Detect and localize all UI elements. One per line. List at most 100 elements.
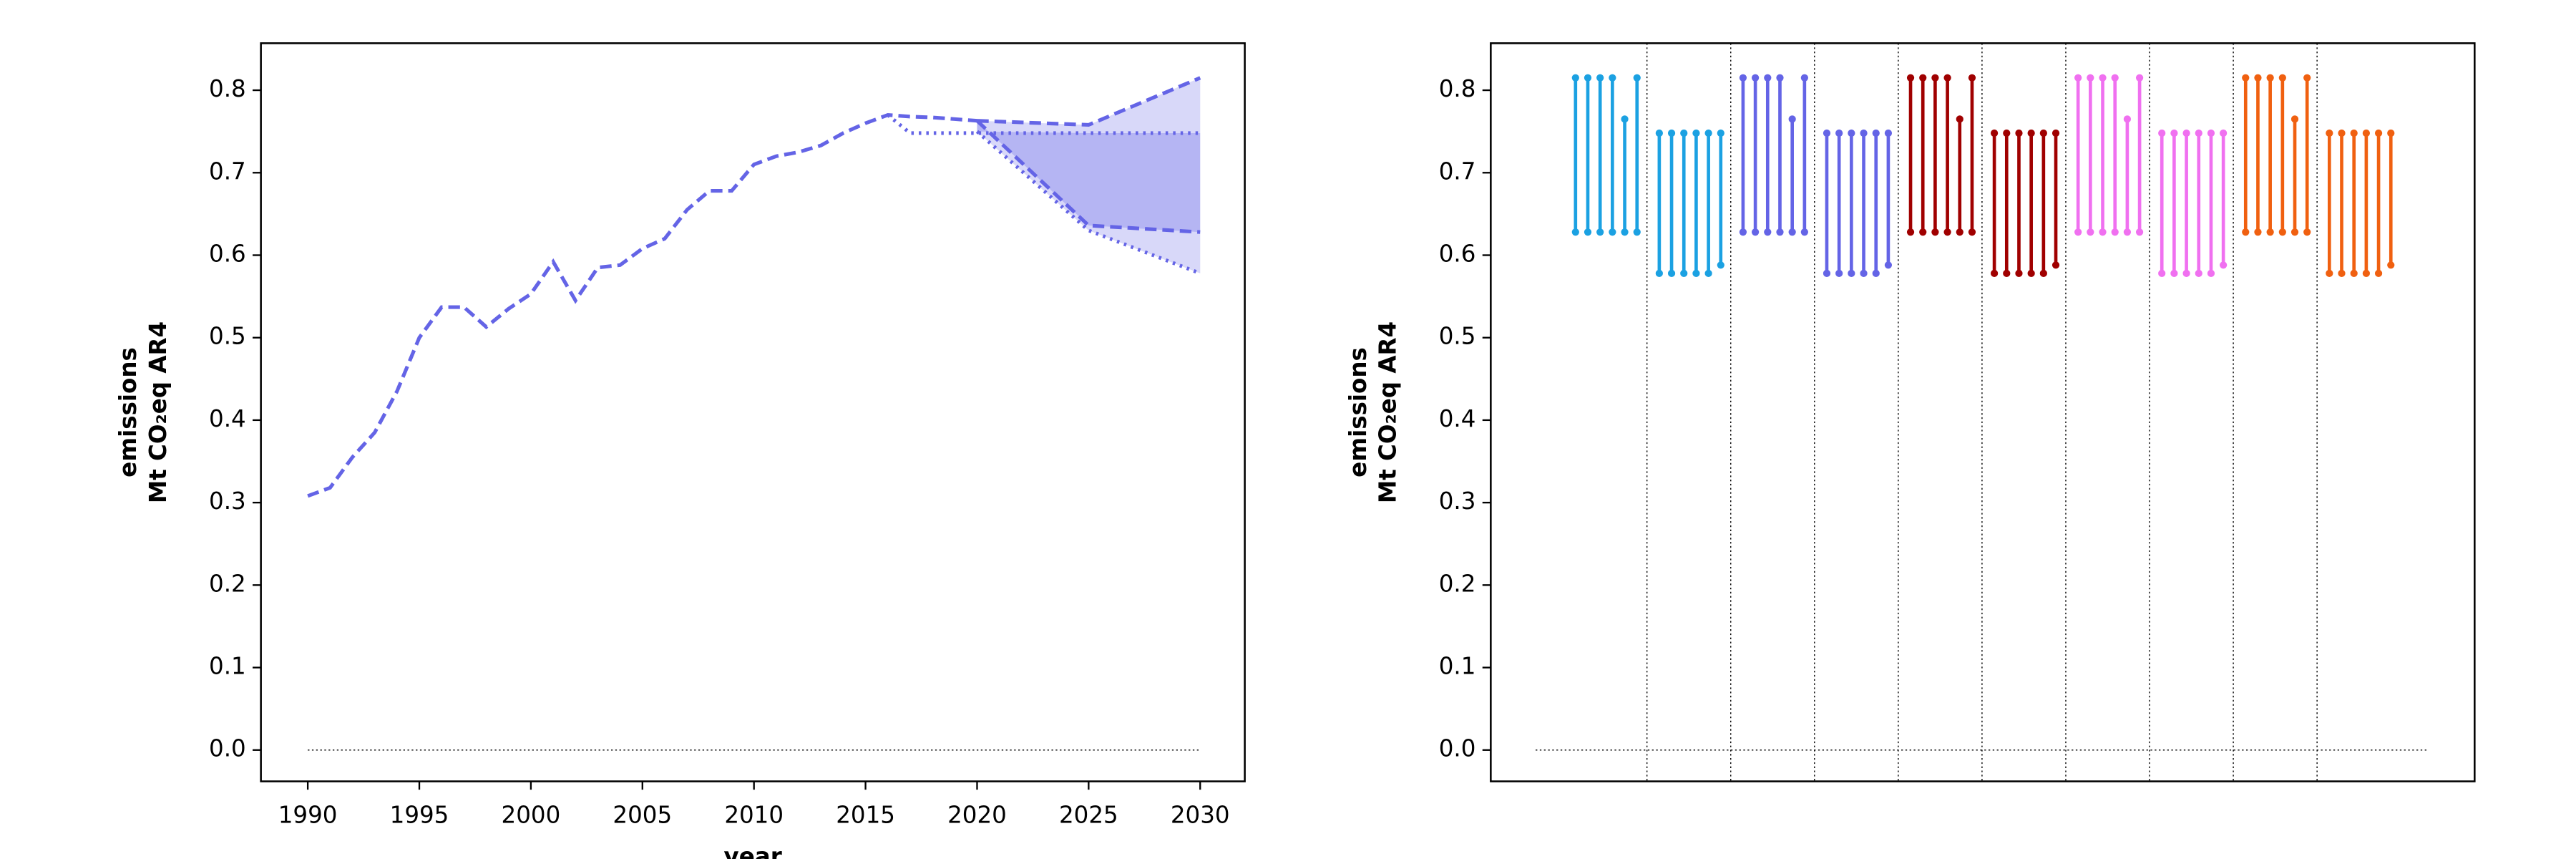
range-low (1717, 261, 1724, 269)
range-high (1860, 129, 1868, 137)
range-low (2338, 269, 2346, 277)
x-tick-label: 2000 (502, 801, 561, 828)
range-low (1860, 269, 1868, 277)
range-low (1667, 269, 1676, 277)
range-low (2111, 228, 2119, 236)
range-high (2087, 74, 2094, 82)
range-low (2374, 269, 2383, 277)
range-high (1692, 129, 1700, 137)
range-high (1848, 129, 1855, 137)
range-low (2039, 269, 2047, 277)
range-high (2290, 115, 2299, 123)
range-low (1788, 228, 1796, 236)
range-low (2158, 269, 2166, 277)
range-high (2266, 74, 2274, 82)
range-high (1667, 129, 1676, 137)
range-high (1633, 74, 1641, 82)
range-low (2051, 261, 2060, 269)
range-low (2182, 269, 2190, 277)
y-tick-label: 0.6 (1439, 240, 1476, 267)
range-high (1571, 74, 1579, 82)
range-low (2003, 269, 2011, 277)
line (977, 76, 1201, 127)
y-tick-label: 0.7 (1439, 157, 1476, 185)
y-tick-label: 0.5 (209, 323, 246, 350)
range-low (1584, 228, 1592, 236)
range-low (1680, 269, 1688, 277)
range-low (1872, 269, 1880, 277)
range-low (2099, 228, 2107, 236)
x-tick-label: 2015 (836, 801, 895, 828)
y-tick-label: 0.1 (1439, 653, 1476, 680)
y-axis-label: Mt CO₂eq AR4 (145, 321, 172, 503)
range-low (1848, 269, 1855, 277)
range-high (1776, 74, 1784, 82)
y-axis-label: emissions (114, 347, 142, 477)
range-high (1884, 129, 1893, 137)
x-tick-label: 2025 (1059, 801, 1118, 828)
range-low (2303, 228, 2311, 236)
range-high (2387, 129, 2395, 137)
range-low (1764, 228, 1772, 236)
range-high (2338, 129, 2346, 137)
range-low (1943, 228, 1951, 236)
range-high (2003, 129, 2011, 137)
y-tick-label: 0.8 (1439, 75, 1476, 102)
x-tick-label: 2005 (613, 801, 672, 828)
range-low (1906, 228, 1915, 236)
range-low (2170, 269, 2178, 277)
range-low (1823, 269, 1831, 277)
range-low (1931, 228, 1939, 236)
range-high (2242, 74, 2250, 82)
range-high (2326, 129, 2333, 137)
y-tick-label: 0.5 (1439, 323, 1476, 350)
range-high (1739, 74, 1747, 82)
range-high (2027, 129, 2035, 137)
range-high (1596, 74, 1604, 82)
range-high (2099, 74, 2107, 82)
range-high (2051, 129, 2060, 137)
range-high (1956, 115, 1963, 123)
y-tick-label: 0.3 (1439, 487, 1476, 515)
y-tick-label: 0.7 (209, 157, 246, 185)
range-high (2158, 129, 2166, 137)
y-tick-label: 0.6 (209, 240, 246, 267)
range-low (2074, 228, 2082, 236)
x-axis-label: year (724, 843, 782, 859)
range-low (1990, 269, 1999, 277)
range-high (2123, 115, 2132, 123)
range-high (1835, 129, 1843, 137)
line (975, 119, 1201, 234)
range-low (1633, 228, 1641, 236)
x-tick-label: 1990 (278, 801, 338, 828)
range-low (1919, 228, 1927, 236)
range-high (1919, 74, 1927, 82)
range-high (2111, 74, 2119, 82)
range-high (1655, 129, 1663, 137)
line (887, 113, 1201, 135)
range-low (2207, 269, 2215, 277)
range-high (1717, 129, 1724, 137)
range-high (2074, 74, 2082, 82)
range-low (1800, 228, 1808, 236)
y-tick-label: 0.1 (209, 653, 246, 680)
range-high (2195, 129, 2202, 137)
range-high (2135, 74, 2144, 82)
range-low (1752, 228, 1760, 236)
range-high (2278, 74, 2286, 82)
range-low (1884, 261, 1893, 269)
range-low (1692, 269, 1700, 277)
range-high (1788, 115, 1796, 123)
y-axis-label: emissions (1345, 347, 1372, 477)
range-high (1943, 74, 1951, 82)
range-low (2087, 228, 2094, 236)
plot-frame (260, 42, 1246, 782)
y-tick-label: 0.8 (209, 75, 246, 102)
range-high (1906, 74, 1915, 82)
y-tick-label: 0.0 (209, 735, 246, 762)
range-low (1571, 228, 1579, 236)
range-high (1990, 129, 1999, 137)
range-low (2362, 269, 2371, 277)
